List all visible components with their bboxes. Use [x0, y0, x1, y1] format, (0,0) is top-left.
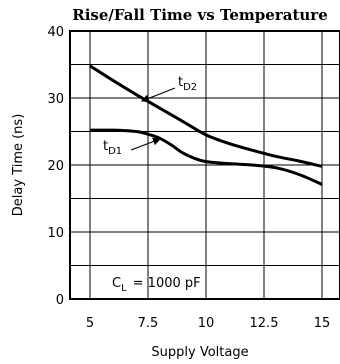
x-tick-label: 15: [314, 316, 331, 331]
grid: [70, 31, 340, 299]
x-tick-labels: 5 7.5 10 12.5 15: [86, 316, 330, 331]
y-axis-label: Delay Time (ns): [11, 114, 26, 217]
cl-annotation: CL = 1000 pF: [112, 276, 201, 294]
y-tick-labels: 0 10 20 30 40: [47, 25, 64, 308]
x-tick-label: 5: [86, 316, 94, 331]
x-tick-label: 12.5: [250, 316, 279, 331]
arrow-td2: [141, 87, 176, 103]
y-tick-label: 10: [47, 226, 64, 241]
series-line-td2: [89, 64, 323, 168]
label-td2: tD2: [178, 75, 197, 93]
y-tick-label: 30: [47, 92, 64, 107]
arrow-td1: [130, 137, 161, 151]
y-tick-label: 20: [47, 159, 64, 174]
label-td1: tD1: [103, 139, 122, 157]
plot-frame: [69, 30, 340, 300]
x-axis-label: Supply Voltage: [151, 345, 248, 360]
x-tick-label: 10: [198, 316, 215, 331]
y-tick-label: 40: [47, 25, 64, 40]
series-line-td1: [89, 128, 323, 186]
x-tick-label: 7.5: [138, 316, 159, 331]
chart-title: Rise/Fall Time vs Temperature: [72, 6, 327, 24]
y-tick-label: 0: [56, 293, 64, 308]
series-lines: [89, 64, 323, 186]
